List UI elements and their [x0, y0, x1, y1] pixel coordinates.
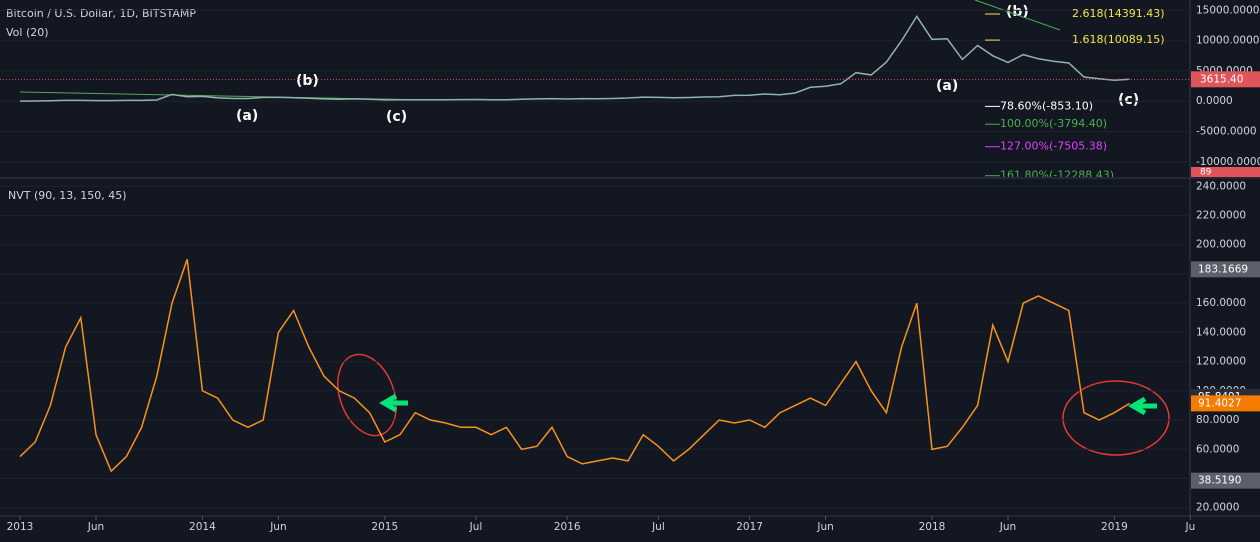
fib-label: 2.618(14391.43): [1072, 7, 1165, 20]
x-tick-label: 2014: [189, 521, 216, 533]
x-tick-label: 2013: [7, 521, 34, 533]
x-tick-label: Jun: [87, 521, 104, 533]
annotation: (b): [296, 73, 319, 89]
x-tick-label: 2017: [736, 521, 763, 533]
arrow: [1128, 396, 1157, 416]
value-tag-label: 91.4027: [1198, 397, 1241, 409]
volume-label: Vol (20): [6, 26, 49, 39]
price-tag-label: 3615.40: [1200, 73, 1243, 85]
fib-label: 78.60%(-853.10): [1000, 99, 1093, 112]
x-tick-label: Jun: [816, 521, 833, 533]
x-tick-label: Jun: [269, 521, 286, 533]
arrow: [379, 393, 408, 413]
value-tag-label: 183.1669: [1198, 263, 1248, 275]
x-tick-label: Jul: [651, 521, 665, 533]
annotation: (a): [936, 78, 958, 94]
y-tick-label: 80.0000: [1196, 414, 1239, 426]
highlight-circle: [1062, 380, 1170, 456]
x-tick-label: 2015: [371, 521, 398, 533]
data-line: [19, 259, 1130, 473]
annotation: (c): [1118, 92, 1139, 108]
price-tag: [1191, 71, 1260, 88]
fib-label: 161.80%(-12288.43): [1000, 169, 1114, 182]
fib-label: 1.618(10089.15): [1072, 33, 1165, 46]
annotation: (b): [1006, 4, 1029, 20]
y-tick-label: 140.0000: [1196, 326, 1246, 338]
trend-line: [974, 0, 1061, 31]
y-tick-label: 200.0000: [1196, 239, 1246, 251]
pane: [0, 185, 1190, 509]
y-tick-label: 20.0000: [1196, 502, 1239, 514]
x-tick-label: Jul: [469, 521, 483, 533]
value-tag: [1191, 395, 1260, 412]
y-tick-label: 220.0000: [1196, 210, 1246, 222]
annotations: (b) (a) (c) (b) (a) (c): [236, 4, 1139, 125]
y-tick-label: 15000.0000: [1196, 4, 1259, 16]
y-tick-label: 0.0000: [1196, 95, 1233, 107]
volume-tag-label: 89: [1200, 168, 1212, 178]
x-tick-label: Jun: [999, 521, 1016, 533]
volume-tag: [1191, 167, 1260, 177]
y-tick-label: 10000.0000: [1196, 35, 1259, 47]
annotation: (c): [386, 109, 407, 125]
value-tag: [1191, 472, 1260, 489]
fib-label: 100.00%(-3794.40): [1000, 117, 1107, 130]
x-tick-label: 2016: [554, 521, 581, 533]
x-tick-label: Ju: [1185, 521, 1196, 533]
indicator-title: NVT (90, 13, 150, 45): [8, 189, 127, 202]
value-tag: [1191, 261, 1260, 278]
y-tick-label: 120.0000: [1196, 356, 1246, 368]
y-tick-label: 60.0000: [1196, 443, 1239, 455]
pane: 2.618(14391.43) 1.618(10089.15) 78.60%(-85…: [0, 7, 1190, 182]
value-tag-label: 38.5190: [1198, 475, 1241, 487]
chart-title: Bitcoin / U.S. Dollar, 1D, BITSTAMP: [6, 7, 196, 20]
y-tick-label: -5000.0000: [1196, 126, 1257, 138]
x-tick-label: 2018: [919, 521, 946, 533]
y-tick-label: 240.0000: [1196, 180, 1246, 192]
y-tick-label: 160.0000: [1196, 297, 1246, 309]
data-line: [19, 15, 1130, 102]
y-tick-label: -10000.0000: [1196, 156, 1260, 168]
fib-label: 127.00%(-7505.38): [1000, 140, 1107, 153]
x-tick-label: 2019: [1101, 521, 1128, 533]
annotation: (a): [236, 108, 258, 124]
